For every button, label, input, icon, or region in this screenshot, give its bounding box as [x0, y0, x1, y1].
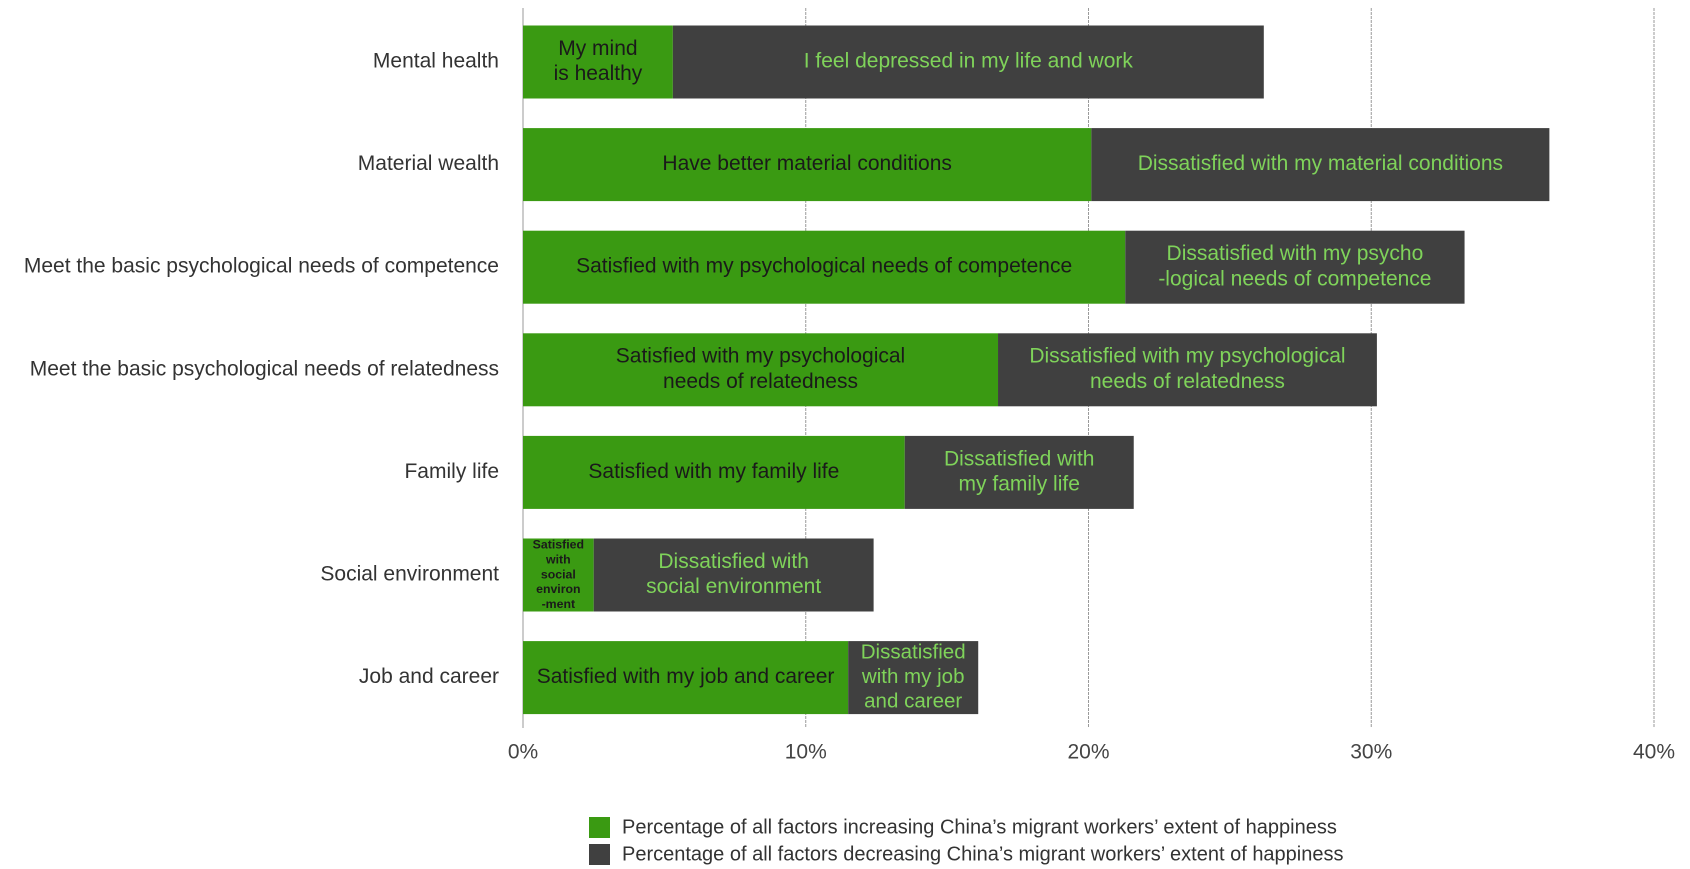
- segment-label: Dissatisfied with my psychological: [1029, 345, 1345, 368]
- legend-label: Percentage of all factors increasing Chi…: [622, 816, 1337, 838]
- segment-label: Satisfied with my family life: [588, 460, 839, 483]
- bar-segment: [848, 641, 979, 715]
- x-tick-label: 0%: [508, 741, 538, 764]
- bar-segment: [523, 25, 673, 99]
- bar-segment: [523, 128, 1092, 202]
- segment-label: Satisfied with my psychological: [616, 345, 905, 368]
- x-tick-label: 20%: [1067, 741, 1109, 764]
- segment-label: Satisfied: [533, 538, 584, 552]
- segment-label: needs of relatedness: [1090, 370, 1285, 393]
- category-label: Family life: [404, 460, 499, 483]
- bar-segment: [523, 333, 999, 407]
- legend-label: Percentage of all factors decreasing Chi…: [622, 843, 1344, 865]
- bar-segment: [523, 435, 905, 509]
- bar-segment: [1125, 230, 1465, 304]
- segment-label: social: [541, 567, 576, 581]
- segment-label: social environment: [646, 575, 821, 598]
- segment-label: Dissatisfied with my psycho: [1167, 242, 1424, 265]
- category-label: Mental health: [373, 50, 499, 73]
- segment-label: Satisfied with my psychological needs of…: [576, 255, 1072, 278]
- segment-label: I feel depressed in my life and work: [804, 50, 1134, 73]
- segment-label: with my job: [861, 665, 965, 688]
- bar-segment: [1091, 128, 1550, 202]
- segment-label: my family life: [959, 473, 1080, 496]
- segment-label: Dissatisfied with my material conditions: [1138, 152, 1503, 175]
- legend-swatch: [589, 817, 610, 838]
- bar-segment: [523, 230, 1126, 304]
- segment-label: is healthy: [554, 62, 643, 85]
- category-label: Job and career: [359, 665, 499, 688]
- segment-label: needs of relatedness: [663, 370, 858, 393]
- segment-label: My mind: [558, 37, 637, 60]
- segment-label: with: [545, 552, 571, 566]
- category-label: Social environment: [320, 563, 499, 586]
- segment-label: -ment: [542, 597, 576, 611]
- category-label: Meet the basic psychological needs of re…: [30, 357, 499, 380]
- x-tick-label: 40%: [1633, 741, 1675, 764]
- segment-label: Have better material conditions: [662, 152, 951, 175]
- segment-label: Dissatisfied with: [658, 550, 809, 573]
- bar-segment: [523, 538, 594, 612]
- bar-segment: [593, 538, 874, 612]
- x-tick-label: 30%: [1350, 741, 1392, 764]
- segment-label: and career: [864, 690, 962, 713]
- bar-segment: [523, 641, 849, 715]
- segment-label: Dissatisfied: [861, 640, 966, 663]
- category-label: Material wealth: [358, 152, 499, 175]
- segment-label: environ: [536, 582, 580, 596]
- segment-label: Satisfied with my job and career: [537, 665, 835, 688]
- category-label: Meet the basic psychological needs of co…: [24, 255, 499, 278]
- segment-label: -logical needs of competence: [1158, 267, 1431, 290]
- legend-swatch: [589, 844, 610, 865]
- x-tick-label: 10%: [785, 741, 827, 764]
- bar-segment: [672, 25, 1264, 99]
- segment-label: Dissatisfied with: [944, 447, 1095, 470]
- bar-segment: [904, 435, 1134, 509]
- bar-segment: [998, 333, 1377, 407]
